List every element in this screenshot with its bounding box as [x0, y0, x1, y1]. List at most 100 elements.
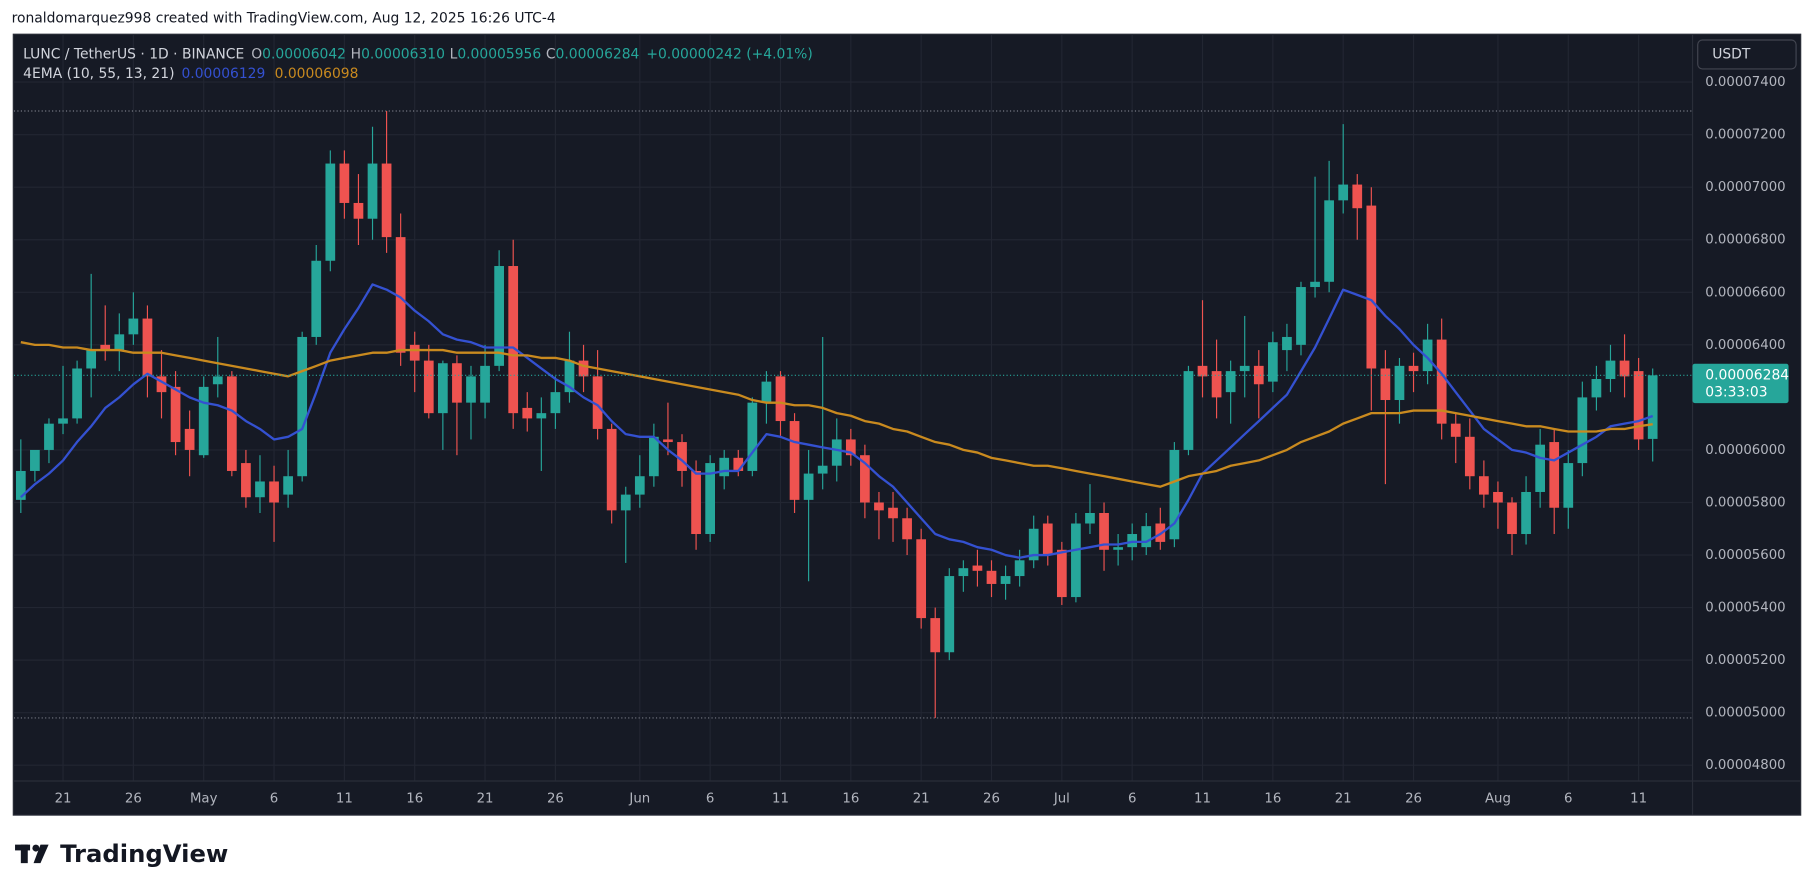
candle-body — [1394, 365, 1405, 401]
axes: 0.00007400 0.00007200 0.00007000 0.00006800… — [55, 75, 1790, 806]
candle-body — [747, 402, 758, 471]
candle-body — [156, 376, 167, 393]
candle-body — [142, 318, 153, 377]
candle-body — [1239, 365, 1250, 372]
candle-body — [437, 363, 448, 414]
x-tick-label: 26 — [547, 791, 564, 806]
candle-body — [367, 163, 378, 219]
candle-body — [381, 163, 392, 238]
candle-body — [58, 418, 68, 424]
indicator-value: 0.00006098 — [275, 66, 359, 82]
indicator-value: 0.00006129 — [181, 66, 265, 82]
candle-body — [212, 376, 223, 385]
candle-body — [1436, 339, 1447, 424]
candle-body — [860, 455, 870, 503]
candle-body — [1408, 365, 1419, 372]
candle-body — [269, 481, 279, 503]
x-tick-label: 6 — [706, 791, 714, 806]
y-tick-label: 0.00006400 — [1705, 338, 1785, 353]
candle-body — [578, 360, 589, 377]
x-tick-label: May — [190, 791, 218, 806]
plot-area — [13, 110, 1693, 719]
x-tick-label: 6 — [270, 791, 278, 806]
candle-body — [72, 368, 82, 419]
ema-line — [20, 283, 1654, 559]
ema-line — [20, 341, 1653, 488]
ohlc-value: 0.00005956 — [457, 46, 541, 62]
last-price-box — [1692, 363, 1789, 404]
candle-body — [1056, 549, 1067, 598]
y-tick-label: 0.00006000 — [1705, 443, 1785, 458]
y-tick-label: 0.00007400 — [1705, 75, 1785, 90]
candle-body — [423, 360, 434, 414]
candle-body — [1183, 371, 1194, 450]
indicator-legend[interactable]: 4EMA (10, 55, 13, 21) 0.00006129 0.0000609… — [23, 66, 358, 82]
ohlc-value: 0.00006284 — [556, 46, 640, 62]
y-tick-label: 0.00005600 — [1705, 548, 1785, 563]
ohlc-key: O — [251, 46, 262, 62]
candle-body — [1647, 375, 1658, 439]
x-tick-label: 6 — [1128, 791, 1136, 806]
candle-body — [1549, 442, 1560, 508]
candle-body — [1000, 576, 1011, 584]
candle-body — [15, 470, 26, 500]
candle-body — [255, 481, 265, 498]
x-tick-label: 11 — [772, 791, 789, 806]
x-tick-label: 21 — [913, 791, 930, 806]
y-tick-label: 0.00007200 — [1705, 128, 1785, 143]
candle-body — [100, 344, 111, 351]
candle-body — [817, 465, 828, 474]
candle-body — [226, 376, 237, 471]
ohlc-key: H — [351, 46, 361, 62]
candle-body — [1521, 491, 1531, 535]
candle-body — [1324, 200, 1334, 282]
candle-body — [691, 470, 701, 535]
x-tick-label: Jun — [628, 791, 650, 806]
x-tick-label: 11 — [336, 791, 353, 806]
logo: TradingView — [15, 839, 228, 868]
candle-body — [944, 576, 955, 653]
candle-body — [86, 350, 97, 369]
y-tick-label: 0.00005400 — [1705, 601, 1785, 616]
candle-body — [494, 266, 504, 366]
candle-body — [311, 260, 322, 337]
ohlc-value: 0.00006042 — [262, 46, 346, 62]
ohlc-value: 0.00006310 — [361, 46, 445, 62]
candle-body — [1253, 365, 1264, 385]
candle-body — [536, 413, 547, 419]
candle-body — [480, 365, 490, 403]
candle-body — [1493, 491, 1503, 503]
candle-body — [606, 428, 617, 511]
currency-button[interactable] — [1697, 39, 1797, 70]
candle-body — [1225, 371, 1236, 393]
candle-body — [916, 539, 927, 619]
legend-line: LUNC / TetherUS · 1D · BINANCE O0.0000604… — [23, 46, 813, 62]
x-tick-label: Aug — [1485, 791, 1511, 806]
candle-body — [1099, 512, 1109, 550]
chart-panel — [12, 33, 1802, 816]
candle-body — [663, 439, 673, 443]
candle-body — [1169, 449, 1180, 540]
candle-body — [1450, 423, 1461, 437]
candle-body — [1085, 512, 1095, 524]
x-tick-label: 16 — [842, 791, 859, 806]
y-tick-label: 0.00004800 — [1705, 758, 1785, 773]
y-tick-label: 0.00006600 — [1705, 285, 1785, 300]
candle-body — [888, 507, 898, 519]
candle-body — [1591, 378, 1602, 398]
symbol: LUNC / TetherUS · 1D · BINANCE — [23, 46, 244, 62]
candle-body — [1310, 281, 1320, 288]
candle-body — [1605, 360, 1616, 379]
candle-body — [128, 318, 139, 335]
candle-body — [1042, 523, 1053, 556]
last-price-label: 0.00006284 — [1705, 367, 1789, 383]
candle-body — [1507, 502, 1517, 535]
candle-body — [761, 381, 772, 403]
x-tick-label: 11 — [1194, 791, 1211, 806]
candle-body — [1619, 360, 1630, 377]
candle-body — [1267, 342, 1278, 382]
currency-label: USDT — [1712, 46, 1751, 62]
candle-body — [1535, 444, 1546, 492]
candle-body — [1577, 397, 1588, 464]
